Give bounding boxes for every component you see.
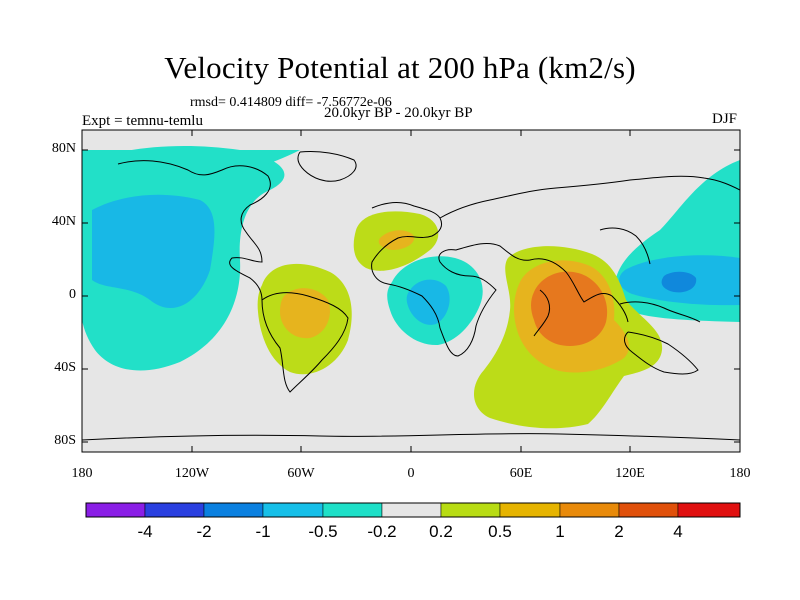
contour-neg-wpacific-core bbox=[661, 271, 697, 293]
colorbar-label: -0.5 bbox=[308, 522, 338, 541]
lat-label-0: 0 bbox=[69, 287, 76, 302]
colorbar-swatch-10 bbox=[677, 502, 741, 518]
stats-text: rmsd= 0.414809 diff= -7.56772e-06 bbox=[190, 95, 392, 110]
lon-label-120w: 120W bbox=[174, 466, 210, 481]
colorbar-label: -4 bbox=[137, 522, 153, 541]
lon-label-60e: 60E bbox=[509, 466, 533, 481]
colorbar-swatch-6 bbox=[440, 502, 501, 518]
colorbar bbox=[85, 502, 741, 518]
contour-field bbox=[82, 130, 740, 452]
colorbar-label: -1 bbox=[255, 522, 271, 541]
contour-pos-indian-core bbox=[531, 271, 608, 346]
lon-label-180w: 180 bbox=[71, 466, 93, 481]
contour-neg-npacific-inner bbox=[92, 194, 215, 309]
colorbar-swatch-8 bbox=[559, 502, 620, 518]
lon-label-180e: 180 bbox=[729, 466, 751, 481]
lat-label-40n: 40N bbox=[51, 214, 76, 229]
colorbar-swatch-9 bbox=[618, 502, 679, 518]
coastlines bbox=[82, 151, 740, 441]
colorbar-label: 0.5 bbox=[488, 522, 512, 541]
colorbar-swatch-2 bbox=[203, 502, 264, 518]
colorbar-label: 2 bbox=[614, 522, 624, 541]
axis-ticks bbox=[82, 130, 740, 452]
period-text: 20.0kyr BP - 20.0kyr BP bbox=[324, 105, 473, 121]
colorbar-swatch-5 bbox=[381, 502, 442, 518]
colorbar-label: -2 bbox=[196, 522, 212, 541]
contour-pos-samerica-inner bbox=[280, 288, 330, 339]
lon-label-60w: 60W bbox=[287, 466, 315, 481]
colorbar-frame bbox=[85, 502, 741, 518]
colorbar-label: 4 bbox=[673, 522, 683, 541]
plot-title: Velocity Potential at 200 hPa (km2/s) bbox=[164, 50, 636, 85]
lat-label-40s: 40S bbox=[54, 360, 76, 375]
experiment-text: Expt = temnu-temlu bbox=[82, 113, 203, 129]
colorbar-label: 0.2 bbox=[429, 522, 453, 541]
colorbar-swatch-1 bbox=[144, 502, 205, 518]
colorbar-swatch-7 bbox=[499, 502, 561, 518]
colorbar-swatch-3 bbox=[262, 502, 324, 518]
lon-label-120e: 120E bbox=[615, 466, 645, 481]
lat-label-80n: 80N bbox=[51, 141, 76, 156]
lon-label-0: 0 bbox=[407, 466, 415, 481]
colorbar-label: -0.2 bbox=[367, 522, 397, 541]
colorbar-swatch-0 bbox=[85, 502, 146, 518]
colorbar-label: 1 bbox=[555, 522, 565, 541]
season-text: DJF bbox=[712, 111, 738, 127]
lat-label-80s: 80S bbox=[54, 433, 76, 448]
colorbar-swatch-4 bbox=[322, 502, 383, 518]
